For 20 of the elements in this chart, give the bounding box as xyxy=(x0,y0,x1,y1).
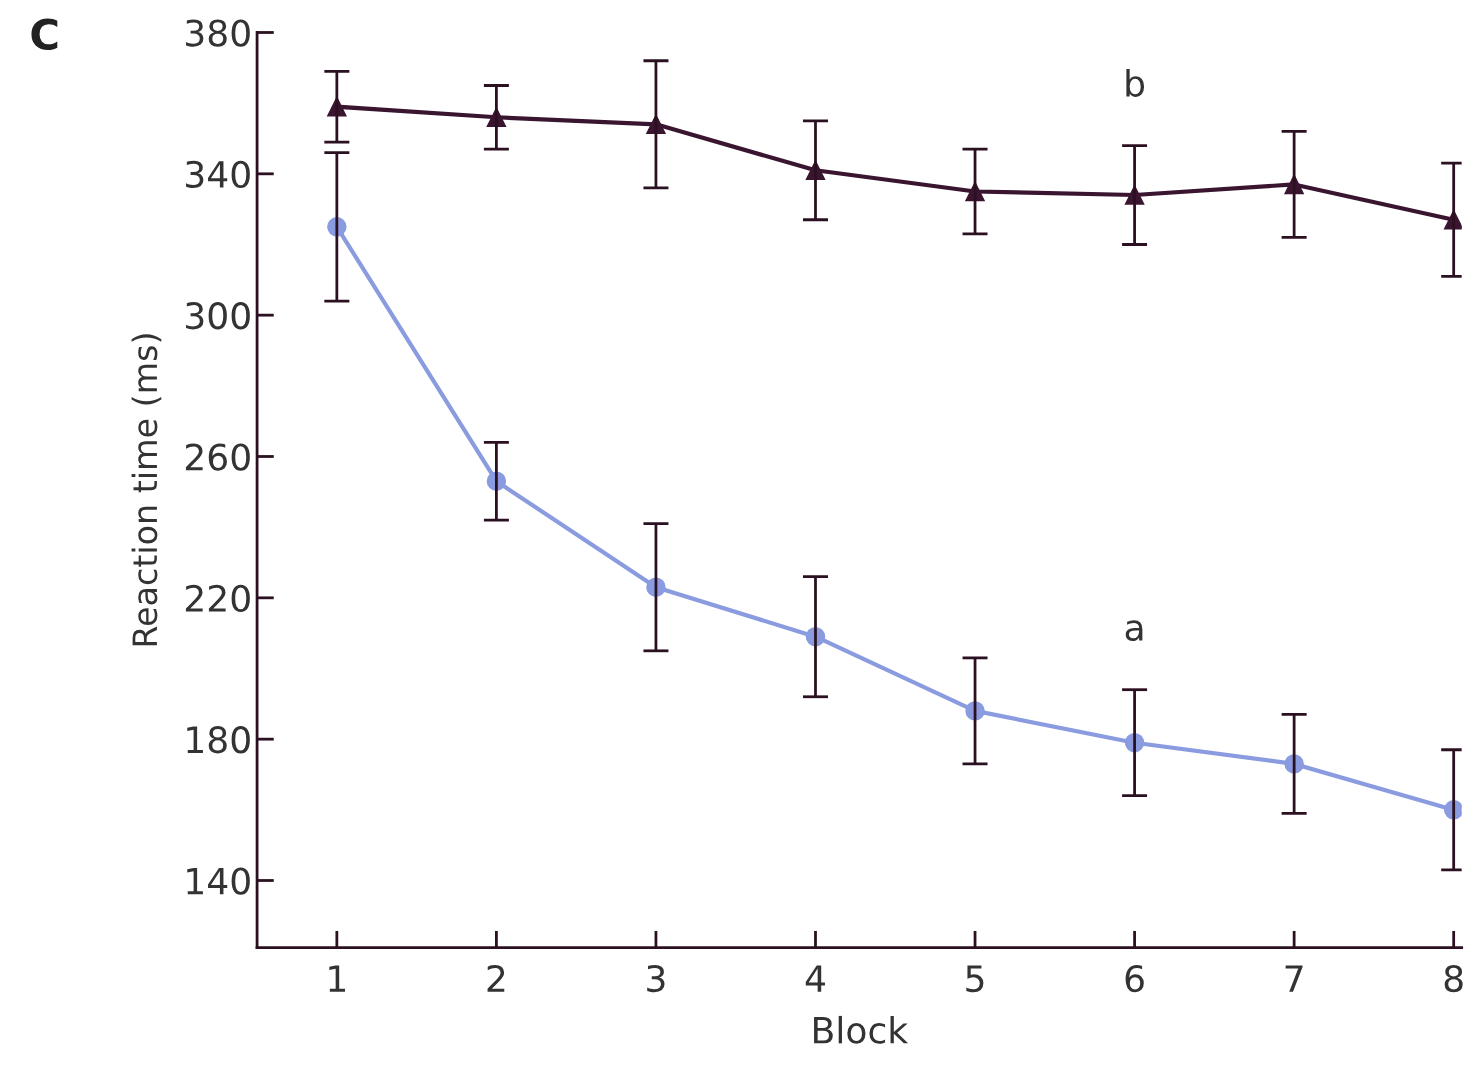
y-tick-label: 180 xyxy=(187,726,250,754)
x-tick-label: 2 xyxy=(487,964,505,992)
y-axis-title: Reaction time (ms) xyxy=(131,334,162,646)
x-tick-label: 1 xyxy=(329,965,345,992)
y-tick-label: 380 xyxy=(186,19,250,47)
x-tick-label: 3 xyxy=(647,964,665,993)
x-tick-label: 5 xyxy=(966,965,984,993)
y-tick-label: 300 xyxy=(186,302,250,330)
y-tick-label: 340 xyxy=(186,160,250,189)
x-tick-label: 4 xyxy=(805,965,825,992)
x-tick-label: 7 xyxy=(1285,965,1303,992)
y-tick-label: 260 xyxy=(185,443,250,471)
x-axis-title: Block xyxy=(814,1015,909,1044)
text: a xyxy=(1125,620,1143,642)
text: C xyxy=(31,18,58,50)
y-tick-label: 140 xyxy=(187,867,250,895)
x-tick-label: 6 xyxy=(1125,964,1144,993)
y-tick-label: 220 xyxy=(185,584,250,613)
text: b xyxy=(1126,68,1145,97)
x-tick-label: 8 xyxy=(1444,964,1463,993)
